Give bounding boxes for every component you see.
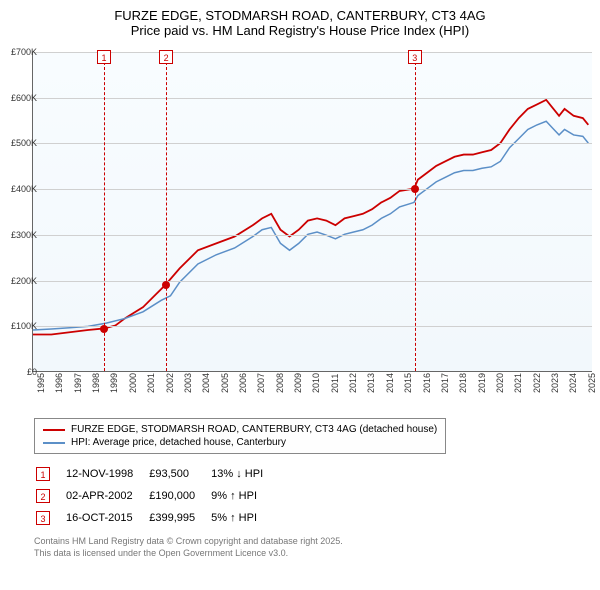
x-tick-label: 2024 (568, 373, 578, 393)
y-tick-label: £200K (0, 276, 37, 286)
legend-swatch-paid (43, 429, 65, 431)
x-tick-label: 2012 (348, 373, 358, 393)
series-line-hpi (33, 121, 588, 330)
row-date: 12-NOV-1998 (66, 464, 147, 484)
x-tick-label: 2000 (128, 373, 138, 393)
chart-area: £0 £100K £200K £300K £400K £500K £600K £700K 199… (0, 42, 600, 412)
footer-line2: This data is licensed under the Open Gov… (34, 548, 600, 560)
row-marker: 2 (36, 489, 50, 503)
x-tick-label: 2001 (146, 373, 156, 393)
y-tick-label: £500K (0, 138, 37, 148)
gridline (33, 189, 592, 190)
x-tick-label: 1997 (73, 373, 83, 393)
legend-item-paid: FURZE EDGE, STODMARSH ROAD, CANTERBURY, … (43, 423, 437, 436)
x-tick-label: 2017 (440, 373, 450, 393)
row-date: 16-OCT-2015 (66, 508, 147, 528)
x-tick-label: 2021 (513, 373, 523, 393)
y-tick-label: £700K (0, 47, 37, 57)
x-tick-label: 1996 (54, 373, 64, 393)
plot-region: £0£100K£200K£300K£400K£500K£600K£700K199… (32, 52, 592, 372)
chart-title: FURZE EDGE, STODMARSH ROAD, CANTERBURY, … (0, 0, 600, 23)
marker-line (166, 52, 167, 371)
marker-line (104, 52, 105, 371)
table-row: 2 02-APR-2002£190,0009% ↑ HPI (36, 486, 277, 506)
x-tick-label: 1999 (109, 373, 119, 393)
x-tick-label: 2019 (477, 373, 487, 393)
x-tick-label: 2016 (422, 373, 432, 393)
legend-label-hpi: HPI: Average price, detached house, Cant… (71, 437, 286, 448)
x-tick-label: 2002 (165, 373, 175, 393)
x-tick-label: 2010 (311, 373, 321, 393)
marker-dot (162, 281, 170, 289)
x-tick-label: 2003 (183, 373, 193, 393)
gridline (33, 98, 592, 99)
row-marker: 1 (36, 467, 50, 481)
x-tick-label: 2013 (366, 373, 376, 393)
row-price: £190,000 (149, 486, 209, 506)
gridline (33, 326, 592, 327)
x-tick-label: 2007 (256, 373, 266, 393)
x-tick-label: 2004 (201, 373, 211, 393)
x-tick-label: 2005 (220, 373, 230, 393)
marker-box: 1 (97, 50, 111, 64)
transaction-table: 1 12-NOV-1998£93,50013% ↓ HPI 2 02-APR-2002… (34, 462, 279, 530)
legend: FURZE EDGE, STODMARSH ROAD, CANTERBURY, … (34, 418, 446, 454)
row-delta: 5% ↑ HPI (211, 508, 277, 528)
y-tick-label: £100K (0, 321, 37, 331)
row-delta: 9% ↑ HPI (211, 486, 277, 506)
marker-line (415, 52, 416, 371)
x-tick-label: 2014 (385, 373, 395, 393)
gridline (33, 235, 592, 236)
x-tick-label: 2006 (238, 373, 248, 393)
x-tick-label: 2020 (495, 373, 505, 393)
x-tick-label: 2011 (330, 374, 340, 393)
gridline (33, 281, 592, 282)
y-tick-label: £300K (0, 230, 37, 240)
legend-swatch-hpi (43, 442, 65, 444)
marker-box: 3 (408, 50, 422, 64)
marker-box: 2 (159, 50, 173, 64)
chart-subtitle: Price paid vs. HM Land Registry's House … (0, 23, 600, 42)
line-series (33, 52, 592, 371)
legend-item-hpi: HPI: Average price, detached house, Cant… (43, 436, 437, 449)
x-tick-label: 2025 (587, 373, 597, 393)
table-row: 3 16-OCT-2015£399,9955% ↑ HPI (36, 508, 277, 528)
row-price: £93,500 (149, 464, 209, 484)
gridline (33, 52, 592, 53)
x-tick-label: 2018 (458, 373, 468, 393)
y-tick-label: £0 (0, 367, 37, 377)
x-tick-label: 2022 (532, 373, 542, 393)
x-tick-label: 1995 (36, 373, 46, 393)
y-tick-label: £400K (0, 184, 37, 194)
footer-attribution: Contains HM Land Registry data © Crown c… (34, 536, 600, 559)
y-tick-label: £600K (0, 93, 37, 103)
marker-dot (100, 325, 108, 333)
table-row: 1 12-NOV-1998£93,50013% ↓ HPI (36, 464, 277, 484)
marker-dot (411, 185, 419, 193)
x-tick-label: 2008 (275, 373, 285, 393)
legend-label-paid: FURZE EDGE, STODMARSH ROAD, CANTERBURY, … (71, 424, 437, 435)
series-line-paid (33, 100, 588, 335)
row-marker: 3 (36, 511, 50, 525)
gridline (33, 143, 592, 144)
x-tick-label: 2023 (550, 373, 560, 393)
chart-container: FURZE EDGE, STODMARSH ROAD, CANTERBURY, … (0, 0, 600, 590)
row-date: 02-APR-2002 (66, 486, 147, 506)
footer-line1: Contains HM Land Registry data © Crown c… (34, 536, 600, 548)
x-tick-label: 2015 (403, 373, 413, 393)
row-delta: 13% ↓ HPI (211, 464, 277, 484)
row-price: £399,995 (149, 508, 209, 528)
x-tick-label: 1998 (91, 373, 101, 393)
x-tick-label: 2009 (293, 373, 303, 393)
